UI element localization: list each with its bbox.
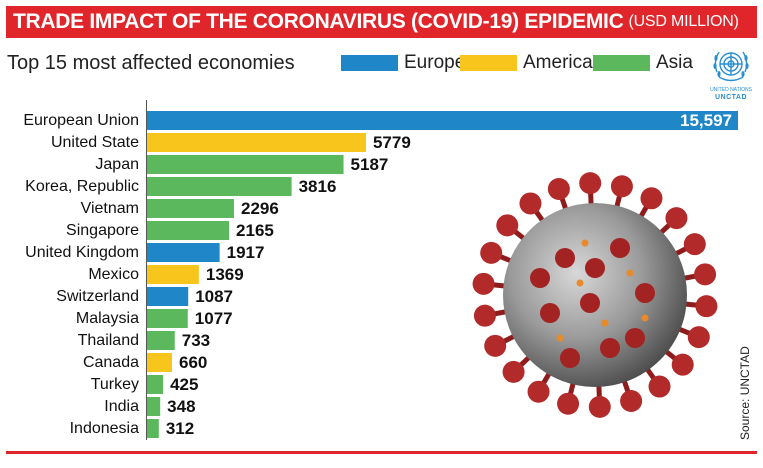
value-label: 1369 — [206, 265, 244, 284]
legend-label-america: America — [523, 52, 593, 73]
bar — [147, 375, 164, 394]
value-label: 733 — [182, 331, 210, 350]
legend-item-asia: Asia — [593, 52, 693, 74]
bar — [147, 243, 220, 262]
legend-item-america: America — [460, 52, 593, 74]
category-label: United State — [51, 134, 139, 151]
value-label: 660 — [179, 353, 207, 372]
value-label: 2296 — [241, 199, 279, 218]
category-label: Switzerland — [56, 288, 139, 305]
value-label: 1077 — [195, 309, 233, 328]
legend-swatch-asia — [593, 55, 650, 71]
un-emblem-icon — [713, 51, 749, 82]
value-label: 5779 — [373, 133, 411, 152]
bar — [147, 419, 159, 438]
bar — [147, 287, 189, 306]
bar — [147, 199, 234, 218]
legend-label-asia: Asia — [656, 52, 693, 73]
logo-caption: UNITED NATIONS — [710, 87, 752, 93]
category-label: Thailand — [78, 332, 139, 349]
category-label: Korea, Republic — [25, 178, 139, 195]
category-label: Malaysia — [76, 310, 139, 327]
bar-chart: European Union 15,597 United State 5779 Japa… — [23, 100, 738, 440]
value-label: 2165 — [236, 221, 274, 240]
value-label: 348 — [167, 397, 195, 416]
bar — [147, 133, 366, 152]
chart-unit: (USD MILLION) — [628, 13, 739, 30]
chart-subtitle: Top 15 most affected economies — [7, 52, 295, 74]
category-label: Japan — [95, 156, 139, 173]
category-label: United Kingdom — [25, 244, 139, 261]
value-label: 15,597 — [680, 111, 732, 130]
bar — [147, 265, 199, 284]
chart-title: TRADE IMPACT OF THE CORONAVIRUS (COVID-1… — [13, 10, 624, 33]
category-label: Indonesia — [70, 420, 139, 437]
legend-label-europe: Europe — [404, 52, 466, 73]
category-label: India — [104, 398, 139, 415]
bar — [147, 331, 175, 350]
bar — [147, 111, 738, 130]
category-label: Turkey — [91, 376, 139, 393]
legend-item-europe: Europe — [341, 52, 465, 74]
bar — [147, 309, 188, 328]
bar — [147, 177, 292, 196]
value-label: 425 — [170, 375, 198, 394]
bar — [147, 221, 230, 240]
legend-swatch-europe — [341, 55, 398, 71]
coronavirus-illustration — [472, 172, 718, 418]
bar — [147, 397, 161, 416]
source-note: Source: UNCTAD — [738, 346, 752, 440]
value-label: 1087 — [195, 287, 233, 306]
value-label: 5187 — [351, 155, 389, 174]
bar — [147, 155, 344, 174]
value-label: 312 — [166, 419, 194, 438]
category-label: Mexico — [88, 266, 139, 283]
title-bar: TRADE IMPACT OF THE CORONAVIRUS (COVID-1… — [6, 6, 757, 38]
logo-wordmark: UNCTAD — [714, 94, 748, 101]
category-label: European Union — [23, 112, 139, 129]
legend-swatch-america — [460, 55, 517, 71]
value-label: 3816 — [299, 177, 337, 196]
category-label: Canada — [83, 354, 139, 371]
unctad-logo: UNITED NATIONS UNCTAD — [708, 46, 754, 102]
bar — [147, 353, 173, 372]
bottom-rule — [6, 451, 757, 454]
category-label: Singapore — [66, 222, 139, 239]
category-label: Vietnam — [81, 200, 139, 217]
value-label: 1917 — [227, 243, 265, 262]
